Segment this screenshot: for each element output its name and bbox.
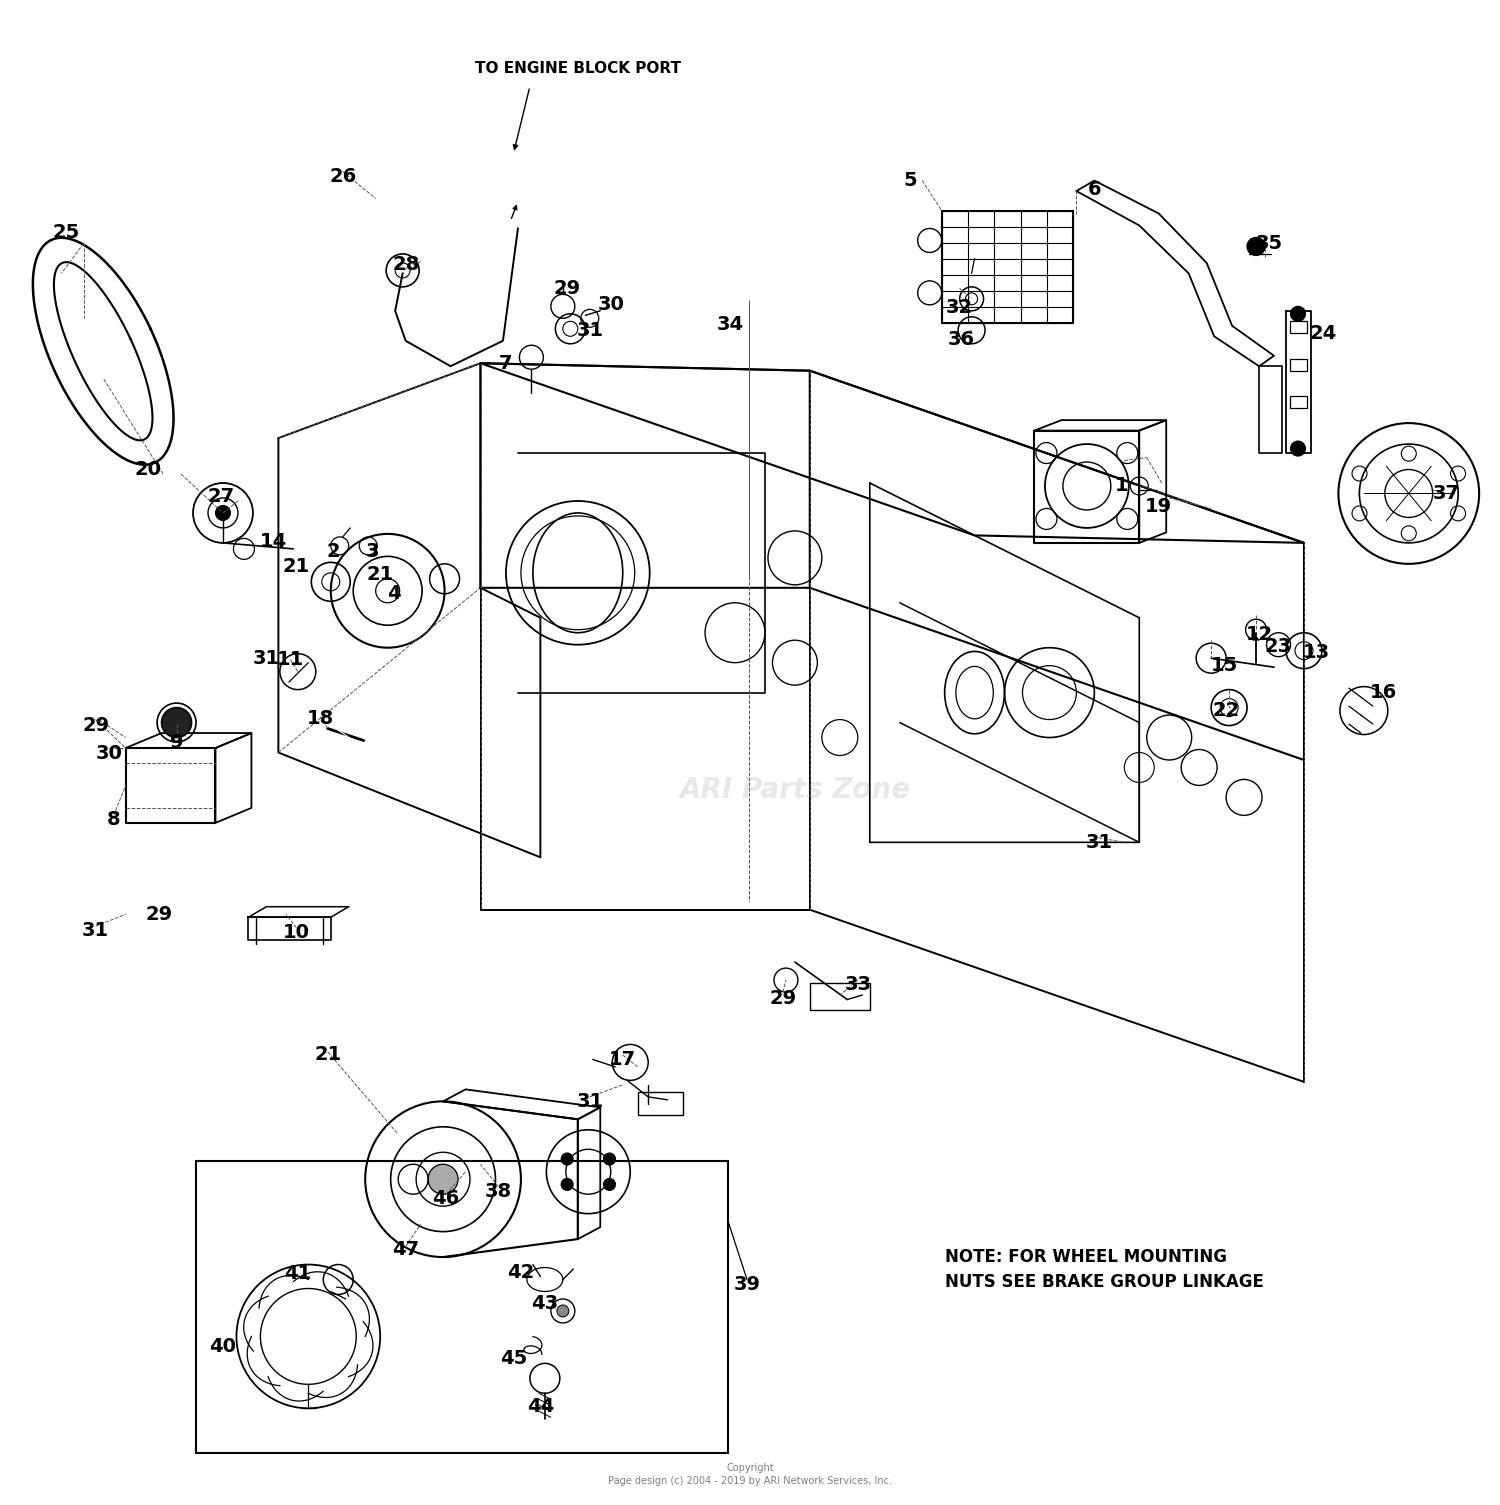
Text: 25: 25 — [53, 223, 80, 242]
Text: 5: 5 — [903, 172, 916, 190]
Text: 29: 29 — [146, 905, 172, 924]
Text: 15: 15 — [1210, 656, 1237, 676]
Text: 21: 21 — [314, 1046, 342, 1064]
Text: 31: 31 — [576, 321, 603, 340]
Text: 33: 33 — [844, 975, 871, 995]
Text: 31: 31 — [576, 1091, 603, 1111]
Text: 17: 17 — [609, 1050, 636, 1069]
Text: 30: 30 — [597, 295, 624, 315]
Text: 12: 12 — [1245, 625, 1272, 644]
Text: 40: 40 — [210, 1338, 237, 1356]
Text: 14: 14 — [261, 531, 288, 551]
Text: 13: 13 — [1302, 643, 1329, 662]
Text: 31: 31 — [254, 649, 280, 668]
Text: 29: 29 — [554, 278, 580, 298]
Text: 24: 24 — [1310, 324, 1336, 343]
Text: 29: 29 — [82, 716, 110, 734]
Text: 31: 31 — [1086, 832, 1113, 852]
Text: 43: 43 — [531, 1294, 558, 1312]
Text: 29: 29 — [770, 989, 796, 1007]
Bar — [942, 211, 1074, 322]
Circle shape — [1290, 307, 1305, 321]
Text: 41: 41 — [284, 1264, 312, 1284]
Text: 22: 22 — [1212, 701, 1239, 719]
Bar — [638, 1093, 682, 1115]
Text: 26: 26 — [328, 167, 357, 185]
Bar — [810, 983, 870, 1010]
Text: 42: 42 — [507, 1263, 534, 1282]
Text: 19: 19 — [1144, 498, 1173, 516]
Text: 32: 32 — [946, 298, 974, 318]
Circle shape — [1290, 441, 1305, 456]
Circle shape — [603, 1153, 615, 1165]
Text: 18: 18 — [306, 709, 334, 727]
Text: 6: 6 — [1088, 181, 1101, 199]
Text: 39: 39 — [734, 1275, 760, 1293]
Text: 23: 23 — [1264, 637, 1292, 656]
Text: 8: 8 — [106, 810, 120, 829]
Text: 36: 36 — [948, 330, 975, 349]
Text: 35: 35 — [1256, 233, 1282, 253]
Circle shape — [216, 506, 231, 521]
Text: 3: 3 — [366, 542, 380, 561]
Text: 16: 16 — [1370, 683, 1396, 703]
Text: ARI Parts Zone: ARI Parts Zone — [680, 777, 910, 804]
Text: 7: 7 — [500, 354, 513, 373]
Circle shape — [427, 1165, 458, 1193]
Circle shape — [561, 1153, 573, 1165]
Circle shape — [1246, 238, 1264, 256]
Bar — [196, 1162, 728, 1454]
Bar — [1290, 396, 1306, 408]
Circle shape — [556, 1305, 568, 1317]
Text: 31: 31 — [82, 921, 110, 941]
Bar — [1290, 321, 1306, 333]
Text: 28: 28 — [392, 254, 420, 274]
Circle shape — [603, 1178, 615, 1190]
Text: 9: 9 — [170, 733, 183, 751]
Text: 37: 37 — [1432, 485, 1460, 503]
Text: 2: 2 — [327, 542, 340, 561]
Circle shape — [561, 1178, 573, 1190]
Text: 10: 10 — [284, 923, 310, 942]
Text: 21: 21 — [366, 564, 394, 584]
Text: 44: 44 — [526, 1397, 554, 1416]
Text: 1: 1 — [1114, 477, 1128, 495]
Text: 45: 45 — [500, 1350, 526, 1368]
Text: 47: 47 — [392, 1240, 418, 1260]
Text: 46: 46 — [432, 1189, 459, 1209]
Text: 21: 21 — [282, 557, 310, 576]
Text: 4: 4 — [387, 584, 400, 604]
Text: 34: 34 — [717, 315, 744, 334]
Text: 30: 30 — [96, 745, 123, 763]
Circle shape — [162, 707, 192, 737]
Text: NOTE: FOR WHEEL MOUNTING
NUTS SEE BRAKE GROUP LINKAGE: NOTE: FOR WHEEL MOUNTING NUTS SEE BRAKE … — [945, 1248, 1263, 1291]
Text: Copyright
Page design (c) 2004 - 2019 by ARI Network Services, Inc.: Copyright Page design (c) 2004 - 2019 by… — [608, 1463, 892, 1485]
Text: 38: 38 — [484, 1181, 512, 1201]
Text: 11: 11 — [276, 650, 304, 670]
Bar — [1290, 358, 1306, 370]
Text: 27: 27 — [209, 488, 236, 506]
Text: 20: 20 — [135, 461, 162, 479]
Text: TO ENGINE BLOCK PORT: TO ENGINE BLOCK PORT — [476, 60, 681, 75]
